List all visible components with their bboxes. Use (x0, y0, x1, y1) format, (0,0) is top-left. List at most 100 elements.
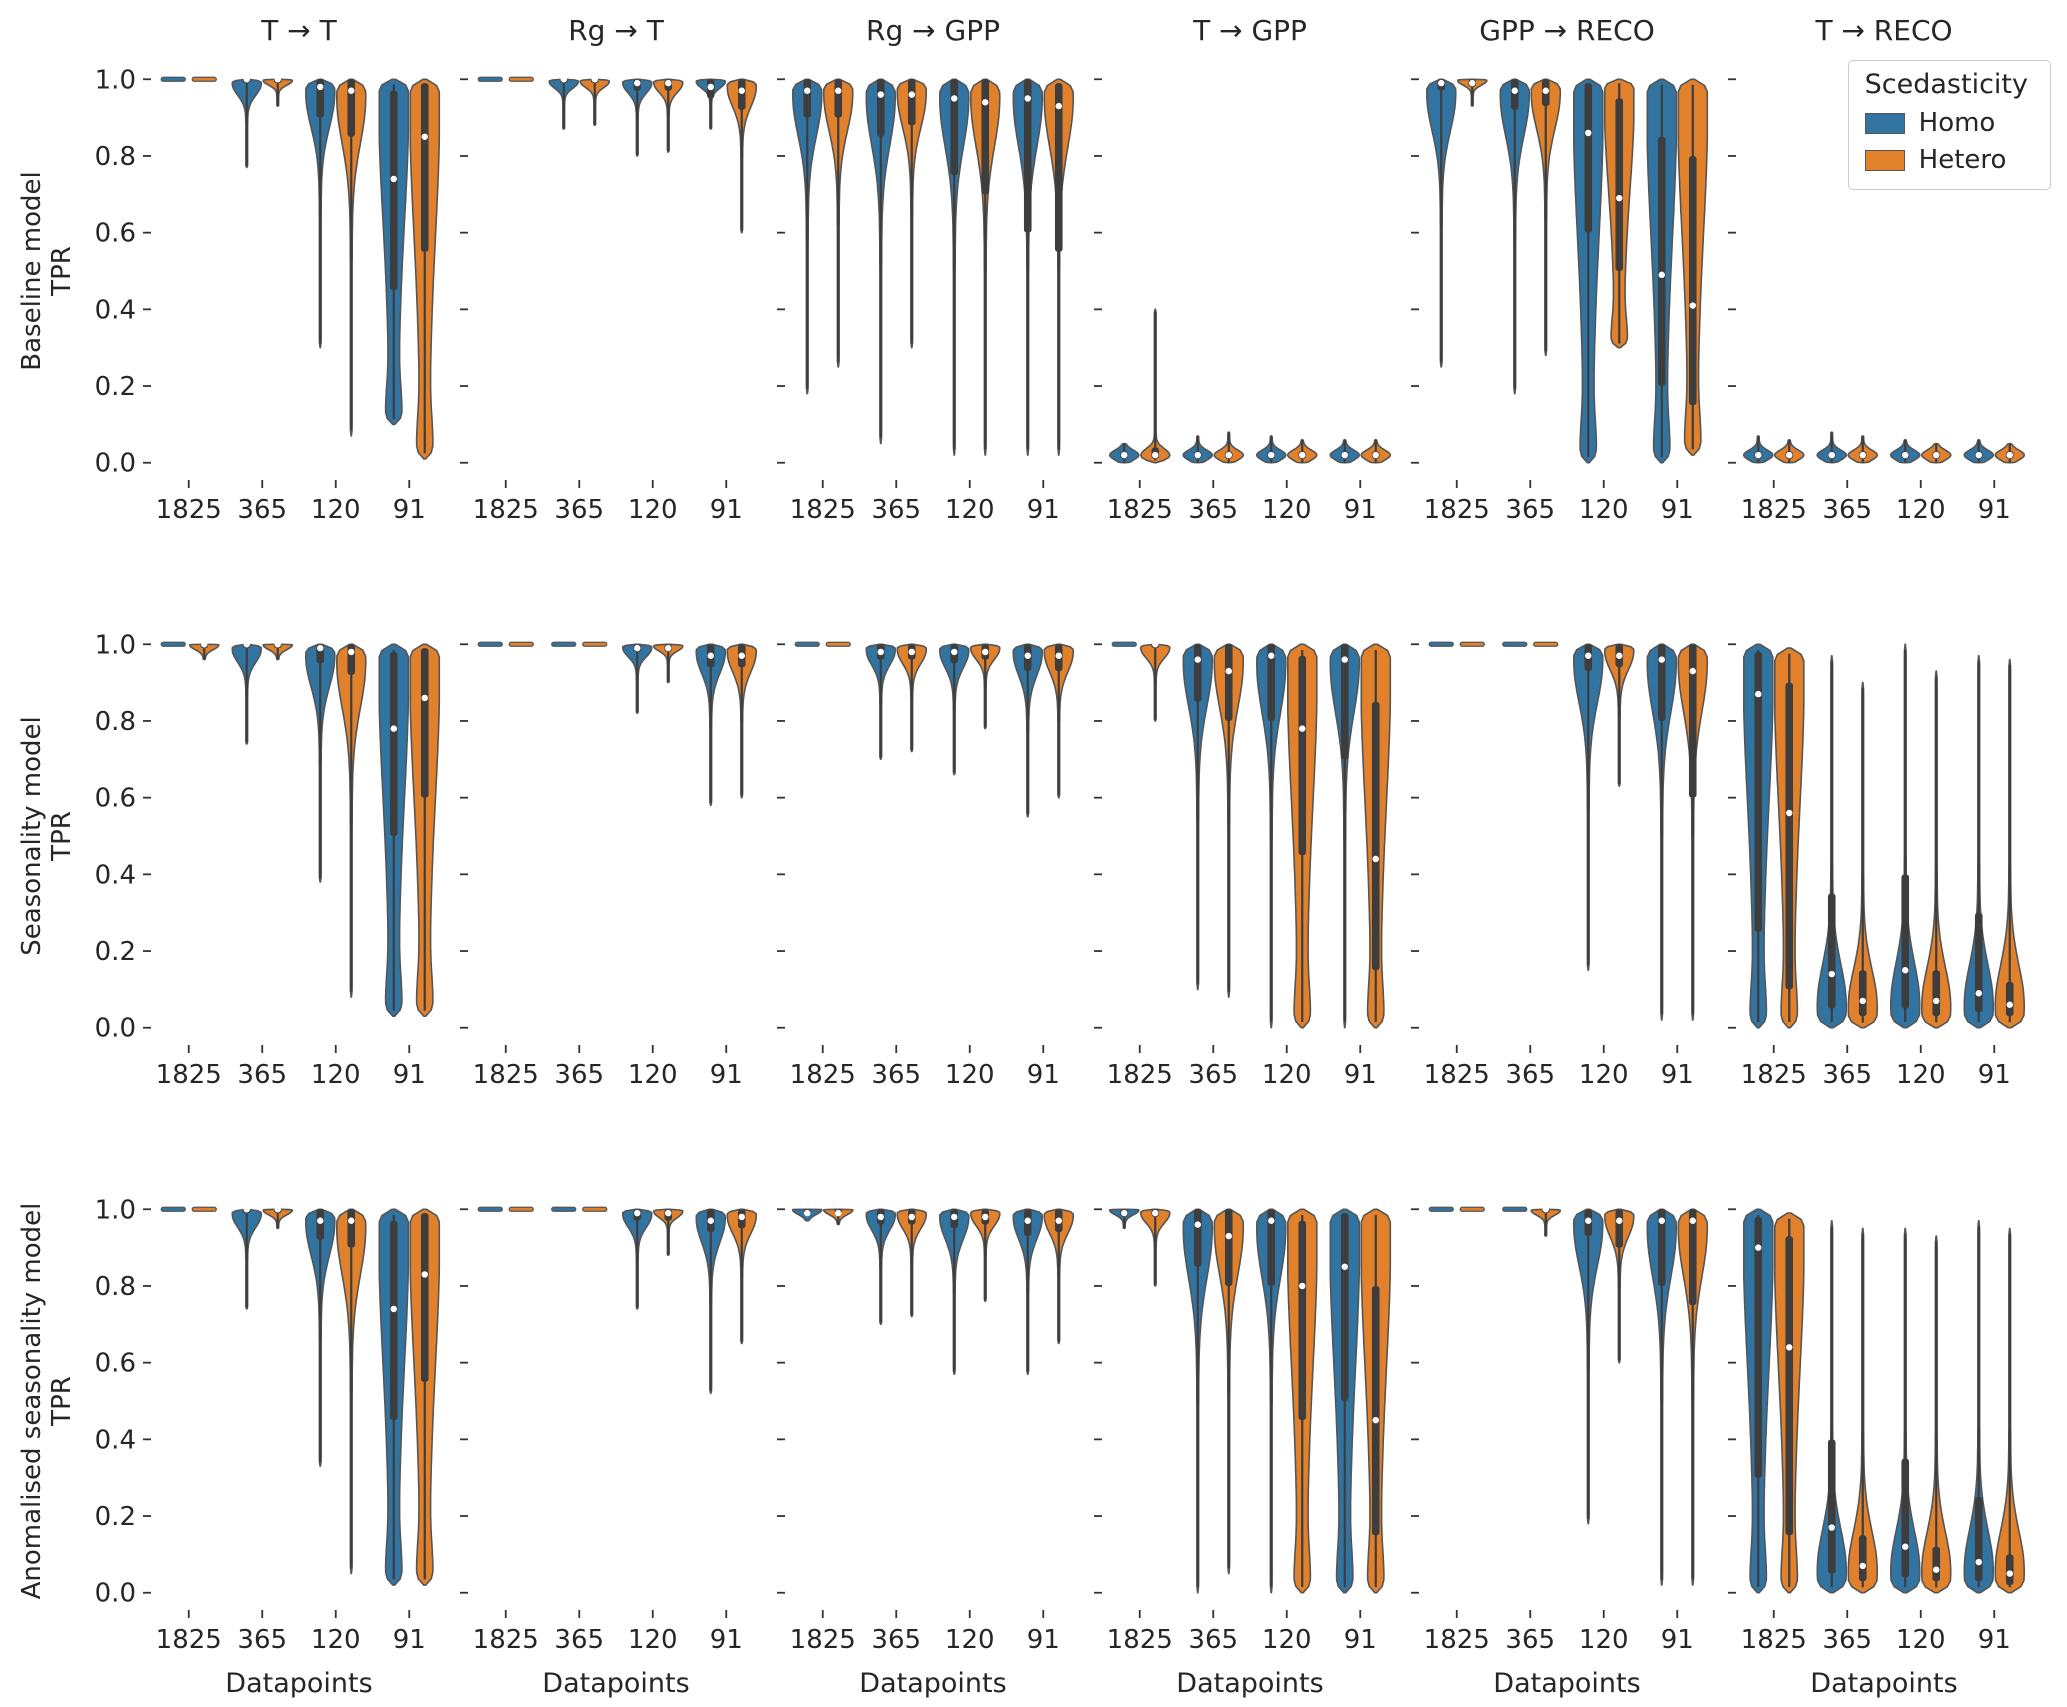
x-tick-label: 91 (1978, 1625, 2011, 1655)
violin-homo-91-iqr-box (1340, 644, 1349, 760)
panel-r1-c2: 1825 365 120 91 (777, 641, 1075, 1090)
violin-homo-120-median-dot (317, 1217, 324, 1224)
violin-hetero-120-iqr-box (1615, 1209, 1624, 1248)
violin-hetero-365-median-dot (908, 648, 915, 656)
panel-title: GPP → RECO (1479, 14, 1654, 47)
violin-hetero-1825-iqr-box (1785, 682, 1794, 990)
violin-hetero-1825 (508, 76, 534, 82)
violin-homo-365-iqr-box (876, 79, 885, 137)
violin-hetero-91-iqr-box (2005, 1554, 2014, 1586)
violin-hetero-1825-median-dot (1786, 451, 1793, 459)
violin-hetero-1825 (1459, 1206, 1485, 1212)
y-tick-label: 0.0 (95, 449, 136, 479)
y-tick-label: 0.2 (95, 1502, 136, 1532)
violin-homo-365-iqr-box (1510, 79, 1519, 110)
violin-homo-1825 (477, 76, 503, 82)
x-tick-label: 1825 (1424, 1625, 1490, 1655)
violin-homo-1825 (1428, 1206, 1454, 1212)
violin-homo-1825-iqr-box (1754, 651, 1763, 932)
x-tick-label: 1825 (1107, 1625, 1173, 1655)
x-tick-label: 365 (871, 1060, 921, 1090)
legend-label-hetero: Hetero (1918, 145, 2007, 175)
violin-hetero-365-median-dot (908, 91, 915, 98)
y-tick-label: 1.0 (95, 1195, 136, 1225)
violin-hetero-91-median-dot (1055, 652, 1062, 659)
violin-hetero-120-median-dot (1616, 194, 1623, 202)
violin-hetero-1825-median-dot (1469, 79, 1476, 87)
violin-homo-91-iqr-box (389, 651, 398, 836)
violin-hetero-1825-median-dot (835, 87, 842, 94)
violin-hetero-91-median-dot (1689, 667, 1696, 675)
violin-homo-365-iqr-box (1827, 1439, 1836, 1574)
x-tick-label: 1825 (1107, 495, 1173, 525)
violin-homo-365-iqr-box (1193, 1209, 1202, 1267)
violin-homo-1825-median-dot (1121, 1209, 1128, 1217)
violin-hetero-120-iqr-box (1298, 655, 1307, 856)
violin-homo-1825-median-dot (1755, 690, 1762, 698)
x-tick-label: 1825 (1424, 495, 1490, 525)
y-tick-label: 0.2 (95, 937, 136, 967)
violin-hetero-120-median-dot (1299, 1282, 1306, 1290)
panel-r0-c1: Rg → T 1825 365 120 91 (460, 14, 758, 525)
violin-hetero-1825 (191, 76, 217, 82)
x-tick-label: 120 (1262, 1060, 1312, 1090)
violin-homo-91-iqr-box (1974, 1496, 1983, 1582)
x-tick-label: 365 (871, 495, 921, 525)
violin-homo-120-iqr-box (1901, 874, 1910, 1009)
violin-hetero-120-median-dot (982, 99, 989, 106)
violin-homo-91-median-dot (1341, 451, 1348, 459)
violin-hetero-365-iqr-box (1858, 1535, 1867, 1582)
violin-homo-1825-median-dot (1755, 1244, 1762, 1251)
violin-hetero-91-median-dot (1055, 102, 1062, 110)
violin-hetero-91-iqr-box (420, 648, 429, 798)
violin-homo-120-median-dot (1268, 1217, 1275, 1224)
violin-homo-365-median-dot (877, 648, 884, 656)
violin-homo-120-iqr-box (1584, 83, 1593, 233)
x-tick-label: 120 (1262, 495, 1312, 525)
violin-homo-91-iqr-box (389, 1220, 398, 1421)
violin-hetero-1825-median-dot (1152, 641, 1159, 648)
violin-homo-1825 (477, 641, 503, 647)
panel-r0-c3: T → GPP 1825 365 120 91 (1094, 14, 1392, 525)
x-tick-label: 91 (393, 1625, 426, 1655)
violin-hetero-91-median-dot (738, 1213, 745, 1221)
violin-homo-120-median-dot (1585, 1217, 1592, 1224)
violin-hetero-91-iqr-box (1688, 1209, 1697, 1306)
violin-homo-120-iqr-box (1901, 1458, 1910, 1578)
violin-hetero-120-median-dot (982, 1213, 989, 1221)
violin-hetero-120-median-dot (665, 1209, 672, 1217)
x-tick-label: 120 (1579, 1060, 1629, 1090)
violin-hetero-120-iqr-box (981, 79, 990, 195)
x-tick-label: 120 (628, 495, 678, 525)
violin-hetero-1825 (191, 1206, 217, 1212)
x-tick-label: 91 (710, 1060, 743, 1090)
x-axis-label: Datapoints (1176, 1668, 1323, 1699)
x-tick-label: 1825 (790, 495, 856, 525)
violin-hetero-120-iqr-box (347, 1209, 356, 1248)
x-tick-label: 1825 (156, 495, 222, 525)
row-label-line2: TPR (47, 811, 77, 862)
violin-homo-91-iqr-box (1657, 1209, 1666, 1286)
row-label-line1: Baseline model (17, 171, 47, 370)
violin-hetero-91-iqr-box (420, 83, 429, 252)
panel-title: T → T (260, 14, 337, 47)
x-tick-label: 365 (1822, 495, 1872, 525)
violin-homo-1825 (160, 641, 186, 647)
row-label: Baseline modelTPR (17, 171, 77, 370)
x-tick-label: 120 (311, 1060, 361, 1090)
x-tick-label: 365 (237, 1060, 287, 1090)
panel-r1-c5: 1825 365 120 91 (1728, 643, 2025, 1090)
legend-swatch-hetero (1864, 149, 1905, 171)
violin-homo-1825 (1428, 641, 1454, 647)
y-tick-label: 0.8 (95, 142, 136, 172)
x-tick-label: 120 (1579, 1625, 1629, 1655)
violin-homo-91-median-dot (1341, 1263, 1348, 1270)
violin-homo-91-median-dot (390, 1305, 397, 1313)
x-tick-label: 1825 (473, 1625, 539, 1655)
violin-homo-1825 (477, 1206, 503, 1212)
x-tick-label: 365 (554, 1060, 604, 1090)
violin-homo-365 (1502, 1206, 1528, 1212)
violin-hetero-120-median-dot (982, 648, 989, 656)
violin-homo-120-median-dot (1902, 451, 1909, 459)
